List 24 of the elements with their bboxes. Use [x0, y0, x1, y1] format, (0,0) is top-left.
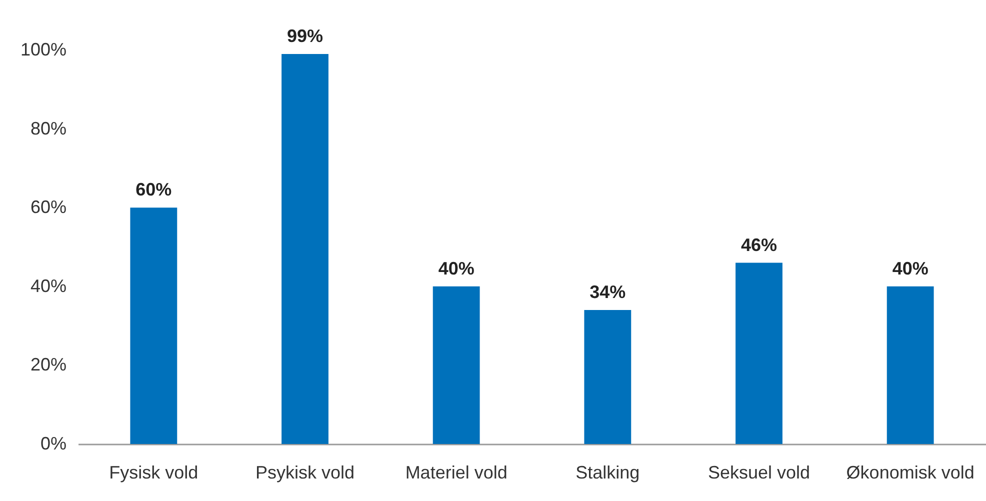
- bar: [282, 54, 328, 444]
- data-label: 46%: [740, 234, 778, 255]
- y-tick-label: 80%: [30, 118, 66, 138]
- data-label: 34%: [590, 282, 626, 302]
- bar: [584, 310, 632, 444]
- y-tick-label: 40%: [30, 276, 66, 296]
- x-tick-label: Økonomisk vold: [846, 462, 974, 482]
- data-label: 40%: [438, 258, 474, 278]
- bar: [886, 286, 934, 444]
- y-tick-label: 100%: [20, 40, 66, 60]
- x-tick-label: Fysisk vold: [109, 462, 198, 482]
- y-tick-label: 60%: [30, 197, 66, 218]
- x-tick-label: Stalking: [576, 462, 640, 482]
- data-label: 60%: [136, 180, 172, 200]
- x-tick-label: Materiel vold: [405, 462, 508, 482]
- bar: [736, 262, 782, 444]
- x-tick-label: Psykisk vold: [255, 462, 355, 482]
- data-label: 99%: [286, 26, 324, 46]
- x-tick-label: Seksuel vold: [708, 462, 810, 482]
- bar: [432, 286, 480, 444]
- y-tick-label: 20%: [30, 354, 66, 375]
- bar: [130, 208, 178, 444]
- data-label: 40%: [892, 258, 928, 278]
- y-tick-label: 0%: [40, 434, 66, 454]
